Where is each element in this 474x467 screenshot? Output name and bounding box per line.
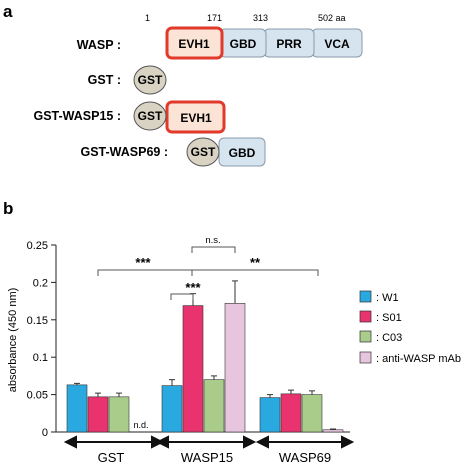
significance-annotations: *** n.s. ** *** n.d. <box>97 235 319 430</box>
legend-swatch-w1 <box>359 290 372 303</box>
domain-prr-label: PRR <box>276 37 302 51</box>
y-tick-label-3: 0.15 <box>27 315 48 327</box>
position-313: 313 <box>253 13 268 23</box>
position-502: 502 aa <box>318 13 346 23</box>
category-label-wasp15: WASP15 <box>181 450 233 465</box>
position-1: 1 <box>145 13 150 23</box>
arrow-wasp69-left-head <box>255 435 269 449</box>
bar-chart: 0 0.05 0.1 0.15 0.2 0.25 <box>27 240 350 439</box>
construct-gst-wasp15: GST-WASP15 : GST EVH1 <box>33 100 226 134</box>
bar-wasp69-s2 <box>301 394 323 433</box>
construct-gst-label: GST : <box>88 73 121 87</box>
legend-swatch-anti-wasp <box>359 351 372 364</box>
bar-gst-s0 <box>66 384 88 433</box>
wasp15-gst-label: GST <box>138 109 163 123</box>
arrow-wasp15-left-head <box>155 435 169 449</box>
gst-tag-shape <box>133 65 167 95</box>
bar-wasp69-s3 <box>322 429 344 433</box>
wasp15-gst-shape <box>133 101 167 131</box>
panel-b-label: b <box>3 199 13 218</box>
y-tick-label-1: 0.05 <box>27 390 48 402</box>
wasp15-evh1-box <box>165 100 226 134</box>
bracket-ns <box>191 246 236 253</box>
legend: : W1 : S01 : C03 : anti-WASP mAb <box>359 290 461 365</box>
nd-label: n.d. <box>133 420 148 430</box>
legend-label-anti-wasp: : anti-WASP mAb <box>376 353 461 365</box>
arrow-wasp15-right-head <box>243 435 257 449</box>
domain-evh1-label: EVH1 <box>178 37 210 51</box>
legend-label-s01: : S01 <box>376 312 402 324</box>
bar-wasp69-s0 <box>259 397 281 433</box>
gst-tag-label: GST <box>138 73 163 87</box>
bar-wasp69-s1 <box>280 393 302 433</box>
y-tick-label-4: 0.2 <box>33 277 48 289</box>
domain-gbd-label: GBD <box>230 37 257 51</box>
category-label-wasp69: WASP69 <box>279 450 331 465</box>
sig-w1-s01: *** <box>185 280 201 295</box>
bar-wasp15-s2 <box>203 379 225 433</box>
category-arrows <box>63 435 355 449</box>
legend-label-c03: : C03 <box>376 332 402 344</box>
wasp69-gbd-label: GBD <box>229 146 256 160</box>
bar-wasp15-s3 <box>224 303 246 433</box>
construct-wasp: WASP : EVH1 GBD PRR VCA <box>77 26 363 60</box>
sig-wasp15-wasp69: ** <box>250 255 261 270</box>
construct-gst-wasp69: GST-WASP69 : GST GBD <box>80 137 266 167</box>
bar-gst-s2 <box>108 396 130 433</box>
legend-swatch-s01 <box>359 310 372 323</box>
arrow-gst-left-head <box>63 435 77 449</box>
bar-gst-s1 <box>87 396 109 433</box>
wasp69-gst-label: GST <box>191 145 216 159</box>
wasp69-gst-shape <box>186 137 220 167</box>
arrow-wasp69-right-head <box>341 435 355 449</box>
position-171: 171 <box>207 13 222 23</box>
sig-gst-wasp15: *** <box>135 255 151 270</box>
y-tick-label-0: 0 <box>42 427 48 439</box>
wasp15-evh1-label: EVH1 <box>180 111 212 125</box>
bracket-gst-wasp15 <box>97 269 193 276</box>
bar-wasp15-s1 <box>182 305 204 433</box>
bracket-wasp15-wasp69 <box>191 269 319 276</box>
sig-ns: n.s. <box>205 235 220 246</box>
construct-gst-wasp69-label: GST-WASP69 : <box>80 145 168 159</box>
y-tick-label-5: 0.25 <box>27 240 48 252</box>
construct-wasp-label: WASP : <box>77 38 121 52</box>
bar-wasp15-s0 <box>161 385 183 433</box>
domain-evh1-box <box>165 26 224 60</box>
legend-swatch-c03 <box>359 330 372 343</box>
y-tick-label-2: 0.1 <box>33 352 48 364</box>
legend-label-w1: : W1 <box>376 292 399 304</box>
category-label-gst: GST <box>98 450 125 465</box>
y-axis-label: absorbance (450 nm) <box>7 288 19 393</box>
construct-gst: GST : GST <box>88 65 167 95</box>
construct-gst-wasp15-label: GST-WASP15 : <box>33 109 121 123</box>
bracket-w1-s01 <box>170 293 194 300</box>
panel-a-label: a <box>3 2 13 21</box>
domain-vca-label: VCA <box>324 37 350 51</box>
